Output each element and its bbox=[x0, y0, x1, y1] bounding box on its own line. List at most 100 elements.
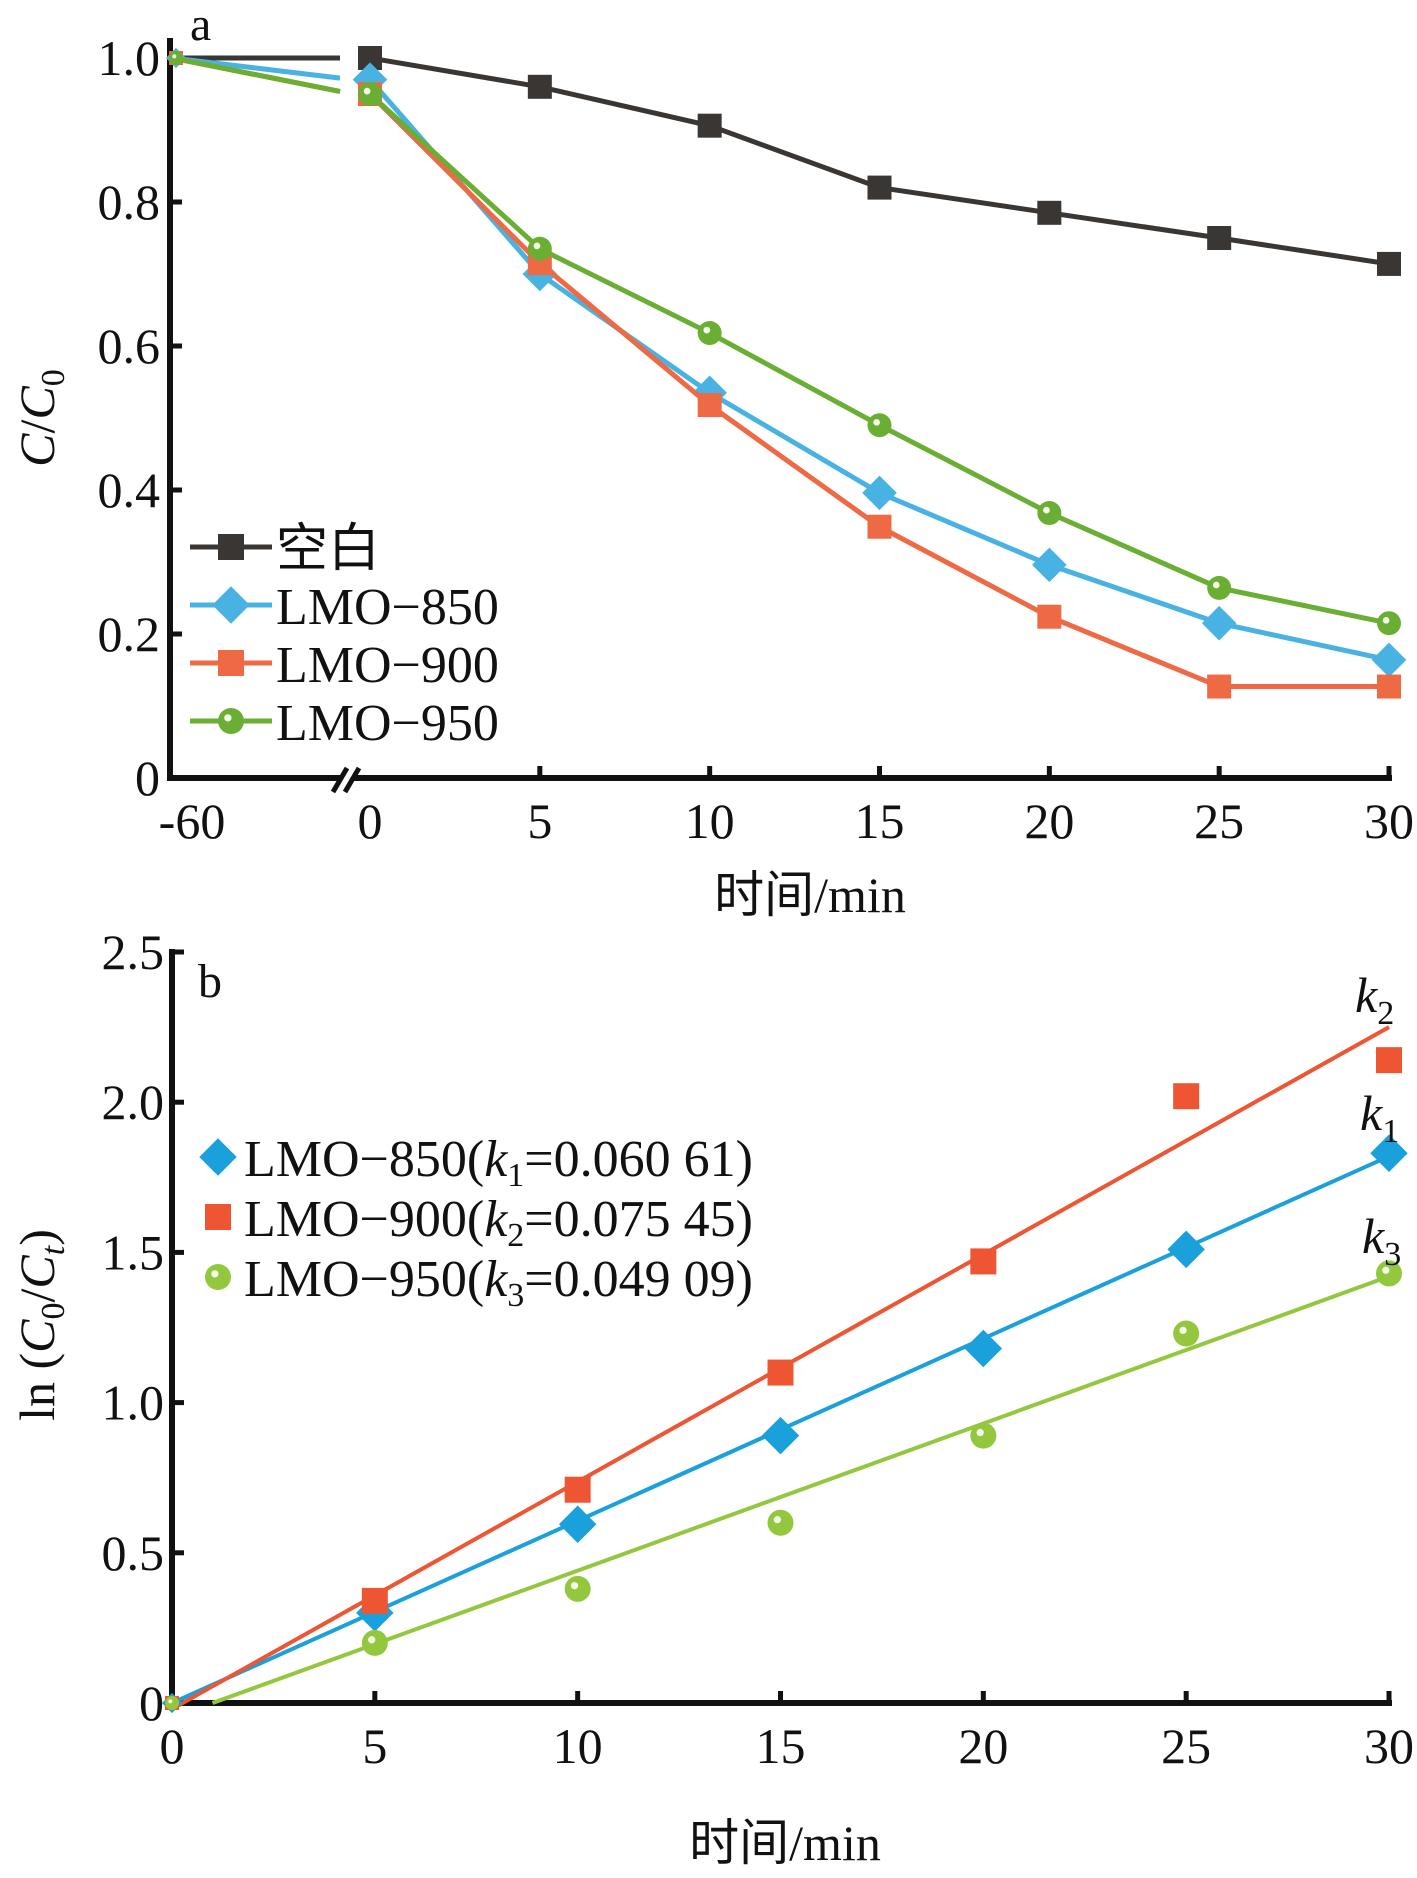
data-point-body bbox=[169, 51, 183, 65]
data-point bbox=[1207, 226, 1232, 250]
data-point bbox=[361, 1629, 388, 1656]
legend-item: LMO−900 bbox=[190, 637, 499, 694]
data-point-highlight bbox=[1382, 616, 1390, 624]
data-point-body bbox=[867, 413, 892, 438]
panel-a-series bbox=[165, 46, 1407, 699]
k-label-letter: k bbox=[1355, 967, 1378, 1023]
y-tick-label: 0.4 bbox=[98, 462, 161, 518]
legend-marker-body bbox=[205, 1264, 231, 1290]
legend-label: LMO−850(k1=0.060 61) bbox=[244, 1131, 753, 1194]
data-point bbox=[1167, 1230, 1205, 1269]
y-tick-label: 1.0 bbox=[98, 30, 161, 86]
k-label-sub: 3 bbox=[1384, 1236, 1401, 1273]
legend-k-value: =0.049 09) bbox=[524, 1251, 753, 1308]
legend-item: 空白 bbox=[190, 521, 380, 578]
data-point-highlight bbox=[976, 1428, 984, 1437]
data-point bbox=[1370, 1134, 1408, 1172]
x-tick-label: 20 bbox=[958, 1718, 1008, 1774]
legend-label: 空白 bbox=[276, 521, 380, 578]
legend-label: LMO−850 bbox=[276, 579, 499, 636]
data-point-highlight bbox=[1043, 506, 1050, 514]
data-point bbox=[1207, 575, 1232, 600]
legend-name: LMO−850( bbox=[244, 1131, 484, 1188]
y-tick-label: 0 bbox=[135, 750, 160, 806]
data-point bbox=[1377, 251, 1401, 276]
data-point bbox=[558, 1505, 597, 1543]
data-point bbox=[564, 1476, 591, 1503]
data-point bbox=[970, 1248, 997, 1275]
data-point bbox=[867, 175, 892, 200]
legend-k-sub: 2 bbox=[507, 1217, 524, 1254]
panel-a-y-axis-title: C/C0 bbox=[9, 369, 72, 467]
data-point bbox=[964, 1329, 1003, 1368]
data-point bbox=[1037, 604, 1062, 629]
legend-k-value: =0.075 45) bbox=[524, 1191, 753, 1248]
series-line-segment bbox=[171, 55, 341, 94]
data-point bbox=[527, 236, 552, 261]
axis-break-mark bbox=[342, 766, 362, 794]
data-point bbox=[1371, 642, 1407, 678]
panel-b-x-axis-title: 时间/min bbox=[689, 1815, 881, 1871]
data-point bbox=[1032, 547, 1067, 583]
data-point bbox=[1376, 1047, 1402, 1074]
data-point bbox=[867, 413, 892, 438]
data-point bbox=[165, 1696, 179, 1710]
svg-text:ln (C0/Ct): ln (C0/Ct) bbox=[9, 1229, 72, 1421]
legend-k-sub: 3 bbox=[507, 1277, 524, 1314]
legend-k: k bbox=[484, 1191, 508, 1248]
k-label: k2 bbox=[1355, 967, 1394, 1032]
data-point-body bbox=[1377, 611, 1401, 636]
axis-break-mark bbox=[330, 766, 350, 794]
y-tick-label: 0.6 bbox=[98, 318, 161, 374]
legend-marker bbox=[218, 650, 244, 676]
series-lmo950 bbox=[165, 1260, 1402, 1710]
y-tick-label: 0.2 bbox=[98, 606, 161, 662]
data-point bbox=[767, 1509, 794, 1536]
legend-name: LMO−900( bbox=[244, 1191, 484, 1248]
x-tick-label: 10 bbox=[685, 793, 735, 849]
data-point bbox=[697, 113, 722, 138]
x-tick-label: 5 bbox=[362, 1718, 387, 1774]
data-point-highlight bbox=[1179, 1326, 1187, 1335]
legend-k-sub: 1 bbox=[507, 1157, 524, 1194]
y-tick-label: 0.8 bbox=[98, 174, 161, 230]
legend-item: LMO−950 bbox=[190, 695, 499, 752]
legend-k: k bbox=[484, 1251, 508, 1308]
legend-marker-highlight bbox=[224, 714, 232, 722]
x-tick-label: 25 bbox=[1161, 1718, 1211, 1774]
legend-marker-body bbox=[218, 708, 244, 734]
data-point bbox=[1201, 605, 1237, 641]
legend-marker bbox=[218, 708, 244, 734]
data-point-body bbox=[358, 82, 382, 106]
data-point-highlight bbox=[703, 326, 711, 334]
data-point-body bbox=[767, 1509, 794, 1536]
x-tick-label: 15 bbox=[855, 793, 905, 849]
panel-b-legend: LMO−850(k1=0.060 61)LMO−900(k2=0.075 45)… bbox=[199, 1131, 753, 1314]
x-tick-label: -60 bbox=[159, 793, 226, 849]
series-line bbox=[368, 77, 1390, 663]
data-point bbox=[1376, 1260, 1402, 1287]
panel-b: b 00.51.01.52.02.50 5 10 15 20 25 30 LMO−850(k… bbox=[9, 924, 1414, 1871]
series-lmo950 bbox=[169, 51, 1401, 636]
k-label-sub: 2 bbox=[1377, 995, 1394, 1032]
panel-a: a 00.20.40.60.81.0-60 0 5 10 15 20 25 30 空白LMO−… bbox=[9, 0, 1414, 923]
data-point-body bbox=[361, 1629, 388, 1656]
x-tick-label: 0 bbox=[358, 793, 383, 849]
data-point-body bbox=[697, 321, 722, 346]
series-line bbox=[368, 92, 1390, 626]
data-point-body bbox=[1376, 1260, 1402, 1287]
legend-marker bbox=[205, 1264, 231, 1290]
data-point-body bbox=[970, 1422, 997, 1449]
legend-k: k bbox=[484, 1131, 508, 1188]
data-point bbox=[970, 1422, 997, 1449]
data-point bbox=[358, 82, 382, 106]
data-point bbox=[1173, 1320, 1200, 1347]
panel-a-letter: a bbox=[190, 0, 211, 51]
data-point-highlight bbox=[1382, 1266, 1390, 1274]
data-point bbox=[862, 475, 897, 511]
y-tick-label: 0.5 bbox=[102, 1525, 165, 1581]
data-point bbox=[867, 514, 892, 539]
y-tick-label: 2.5 bbox=[102, 924, 165, 980]
data-point bbox=[1037, 501, 1062, 526]
